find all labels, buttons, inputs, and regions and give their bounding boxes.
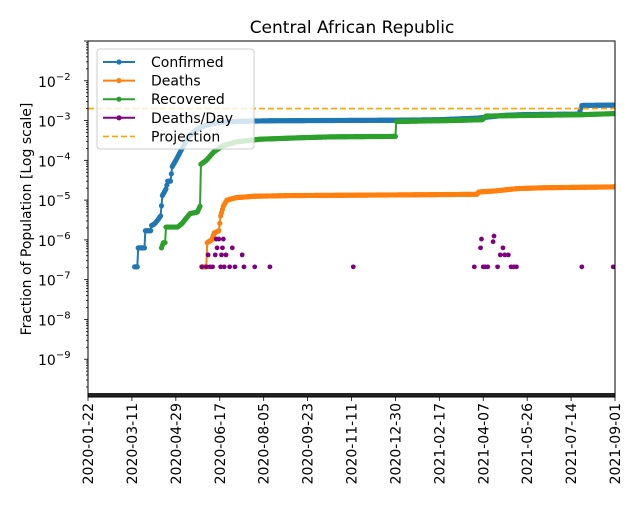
data-point xyxy=(239,252,245,258)
legend-marker xyxy=(116,96,122,102)
x-tick-label: 2020-04-29 xyxy=(169,403,185,484)
x-tick-label: 2021-09-01 xyxy=(608,403,624,484)
data-point xyxy=(232,264,238,270)
chart-title: Central African Republic xyxy=(250,18,455,38)
data-point xyxy=(252,264,258,270)
data-point xyxy=(203,264,209,270)
data-point xyxy=(500,245,506,251)
x-axis: 2020-01-22 2020-03-11 2020-04-29 2020-06-17… xyxy=(81,397,624,484)
data-point xyxy=(141,245,148,251)
x-minor-tick-band xyxy=(88,393,615,397)
legend-item-recovered: Recovered xyxy=(103,92,225,108)
data-point xyxy=(491,233,497,239)
x-tick-label: 2020-12-30 xyxy=(388,403,404,484)
y-axis-label: Fraction of Population [Log scale] xyxy=(19,103,35,336)
data-point xyxy=(223,252,229,258)
legend-marker xyxy=(116,115,122,121)
y-tick-label: 10−8 xyxy=(38,310,71,329)
data-point xyxy=(164,182,170,188)
data-point xyxy=(197,203,203,209)
data-point xyxy=(514,264,519,270)
data-point xyxy=(490,239,496,245)
legend-marker xyxy=(116,78,122,84)
data-point xyxy=(157,213,164,219)
y-tick-label: 10−2 xyxy=(38,72,71,91)
data-point xyxy=(210,264,215,270)
data-point xyxy=(214,245,220,251)
data-point xyxy=(199,264,205,270)
data-point xyxy=(479,236,484,242)
x-tick-label: 2020-06-17 xyxy=(213,403,229,484)
data-point xyxy=(134,264,140,270)
data-point xyxy=(218,264,224,270)
x-tick-label: 2021-05-26 xyxy=(520,403,536,484)
data-point xyxy=(219,252,224,258)
x-tick-label: 2021-02-17 xyxy=(432,403,448,484)
data-point xyxy=(485,264,491,270)
legend-label: Deaths xyxy=(151,74,201,90)
legend-item-deaths: Deaths xyxy=(103,74,201,90)
legend-label: Recovered xyxy=(151,92,225,108)
series-deaths-day xyxy=(199,233,615,270)
data-point xyxy=(168,171,174,177)
legend-item-confirmed: Confirmed xyxy=(103,55,224,71)
data-point xyxy=(229,245,235,251)
y-tick-label: 10−3 xyxy=(38,112,71,131)
data-point xyxy=(579,264,585,270)
legend-item-projection: Projection xyxy=(103,129,220,145)
data-point xyxy=(612,184,615,190)
data-point xyxy=(212,252,218,258)
data-point xyxy=(220,245,225,251)
legend-label: Deaths/Day xyxy=(151,111,233,127)
data-point xyxy=(220,236,226,242)
x-tick-label: 2020-03-11 xyxy=(125,403,141,484)
data-point xyxy=(471,264,477,270)
data-point xyxy=(505,252,511,258)
data-point xyxy=(612,110,615,117)
x-tick-label: 2020-11-11 xyxy=(345,403,361,484)
x-tick-label: 2020-08-05 xyxy=(257,403,273,484)
legend-label: Confirmed xyxy=(151,55,224,71)
legend-label: Projection xyxy=(151,129,220,145)
y-axis: 10−2 10−3 10−4 10−5 10−6 10−7 10−8 10−9 xyxy=(38,40,88,388)
data-point xyxy=(163,186,169,192)
data-point xyxy=(216,228,222,234)
data-point xyxy=(216,236,222,242)
legend-item-deaths-day: Deaths/Day xyxy=(103,111,233,127)
y-tick-label: 10−7 xyxy=(38,271,71,290)
data-point xyxy=(392,133,399,139)
x-tick-label: 2020-09-23 xyxy=(301,403,317,484)
y-tick-label: 10−5 xyxy=(38,191,71,210)
x-tick-label: 2021-04-07 xyxy=(476,403,492,484)
y-tick-label: 10−9 xyxy=(38,350,71,369)
data-point xyxy=(612,102,615,108)
data-point xyxy=(205,252,211,258)
data-point xyxy=(502,252,508,258)
data-point xyxy=(167,178,174,184)
legend: Confirmed Deaths Recovered Deaths/Day Projec… xyxy=(96,48,255,150)
data-point xyxy=(217,220,223,226)
data-point xyxy=(610,264,615,270)
data-point xyxy=(162,240,168,246)
series-deaths xyxy=(199,184,615,270)
y-tick-label: 10−4 xyxy=(38,151,71,170)
data-point xyxy=(221,264,227,270)
y-tick-label: 10−6 xyxy=(38,231,71,250)
x-tick-label: 2021-07-14 xyxy=(564,403,580,484)
x-tick-label: 2020-01-22 xyxy=(81,403,97,484)
data-point xyxy=(241,264,247,270)
data-point xyxy=(267,264,273,270)
data-point xyxy=(495,264,500,270)
data-point xyxy=(148,228,154,234)
data-point xyxy=(158,203,165,209)
data-point xyxy=(227,264,233,270)
legend-marker xyxy=(116,59,122,65)
legend-box xyxy=(96,48,255,150)
data-point xyxy=(350,264,356,270)
data-point xyxy=(497,252,503,258)
data-point xyxy=(478,245,483,251)
